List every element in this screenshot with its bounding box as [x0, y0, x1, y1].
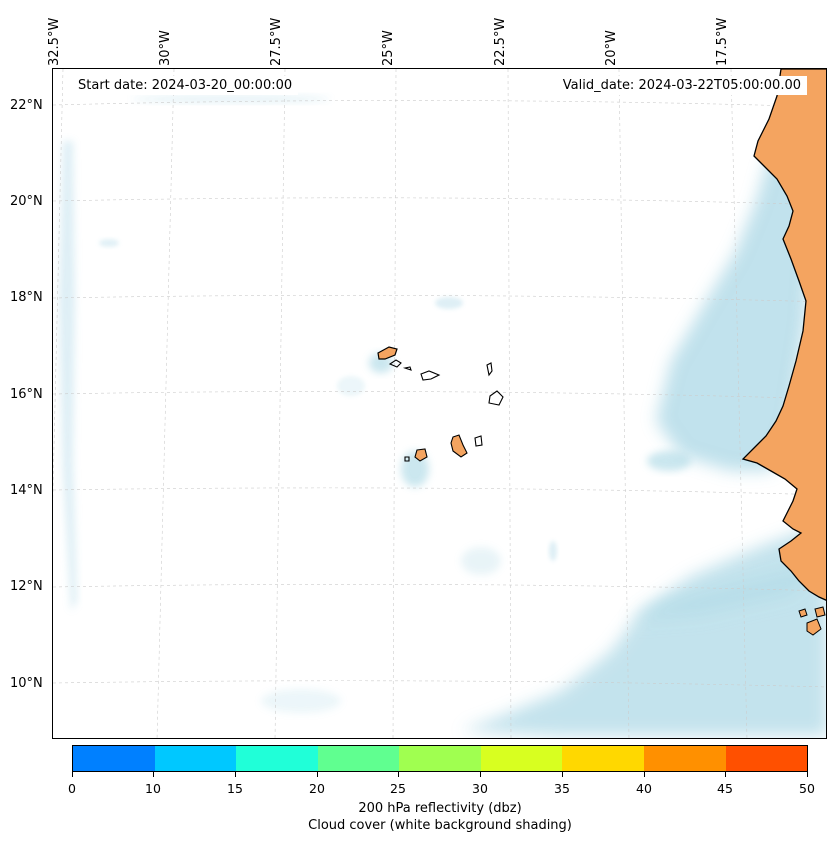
lat-label-20n: 20°N: [10, 194, 43, 209]
colorbar-segment-4: [399, 746, 481, 771]
colorbar-subtitle: Cloud cover (white background shading): [308, 818, 572, 833]
colorbar-segment-1: [154, 746, 237, 771]
colorbar-tick-label: 40: [636, 781, 652, 796]
valid-date-label: Valid_date: 2024-03-22T05:00:00.00: [556, 76, 807, 95]
colorbar-tick: [317, 772, 318, 777]
island-sal: [486, 362, 493, 377]
lon-label-17-5w: 17.5°W: [715, 17, 730, 66]
gridline-lon-20: [618, 69, 630, 738]
colorbar-segment-0: [73, 746, 155, 771]
colorbar-tick-label: 20: [309, 781, 325, 796]
start-date-label: Start date: 2024-03-20_00:00:00: [72, 76, 299, 95]
colorbar-tick: [644, 772, 645, 777]
lon-label-25w: 25°W: [381, 30, 396, 66]
lon-label-22-5w: 22.5°W: [493, 17, 508, 66]
gridline-lat-14: [53, 487, 826, 496]
cloud-patch-sw: [261, 689, 341, 713]
africa-landmass: [741, 69, 826, 601]
gridline-lat-22: [53, 100, 826, 108]
cloud-southern-band: [461, 521, 826, 736]
colorbar-segment-3: [317, 746, 400, 771]
lat-label-22n: 22°N: [10, 98, 43, 113]
cloud-patch-mid: [461, 547, 501, 575]
colorbar-tick-label: 35: [554, 781, 570, 796]
gridline-lon-22-5: [507, 69, 512, 738]
gridline-lon-25: [392, 69, 397, 738]
island-fogo: [414, 448, 428, 462]
colorbar-segment-6: [562, 746, 644, 771]
bijagos-island-1: [806, 618, 822, 636]
gridline-lat-18: [53, 294, 826, 303]
island-santa-luzia: [402, 366, 412, 371]
map-panel: [52, 68, 827, 739]
cloud-cover-layer: [59, 95, 826, 736]
gridline-lat-20: [53, 197, 826, 206]
island-boa-vista: [488, 390, 504, 406]
colorbar-segment-5: [480, 746, 563, 771]
colorbar-tick: [153, 772, 154, 777]
colorbar-tick-label: 45: [717, 781, 733, 796]
gridline-lon-30: [156, 69, 175, 738]
colorbar-tick: [398, 772, 399, 777]
colorbar-tick-label: 25: [390, 781, 406, 796]
gridline-lat-10: [53, 680, 826, 688]
colorbar-tick-label: 0: [68, 781, 76, 796]
cloud-patch-small-1: [99, 239, 119, 247]
colorbar-segment-8: [725, 746, 808, 771]
cloud-patch-small-3: [337, 376, 365, 396]
colorbar-tick: [480, 772, 481, 777]
island-santiago: [450, 434, 468, 458]
colorbar-tick: [235, 772, 236, 777]
cloud-patch-top: [131, 95, 331, 103]
colorbar-tick: [725, 772, 726, 777]
colorbar-tick-label: 10: [145, 781, 161, 796]
cloud-patch-north: [435, 297, 463, 309]
gridline-lat-16: [53, 391, 826, 400]
bijagos-island-2: [814, 606, 826, 618]
colorbar-segment-2: [236, 746, 318, 771]
island-brava: [404, 456, 410, 462]
colorbar-tick: [807, 772, 808, 777]
colorbar-segment-7: [643, 746, 726, 771]
lat-label-10n: 10°N: [10, 676, 43, 691]
colorbar-title: 200 hPa reflectivity (dbz): [358, 801, 522, 816]
cloud-patch-small-2: [549, 541, 557, 561]
gridline-lat-12: [53, 583, 826, 592]
island-maio: [474, 435, 483, 447]
colorbar-tick: [72, 772, 73, 777]
lon-label-32-5w: 32.5°W: [47, 17, 62, 66]
colorbar-tick-label: 50: [799, 781, 815, 796]
island-sao-nicolau: [420, 370, 441, 381]
lat-label-18n: 18°N: [10, 290, 43, 305]
colorbar-tick-label: 30: [472, 781, 488, 796]
map-canvas: [53, 69, 826, 738]
lat-label-14n: 14°N: [10, 483, 43, 498]
gridline-lon-17-5: [730, 69, 748, 738]
island-sao-vicente: [388, 359, 402, 368]
colorbar: [72, 745, 808, 772]
lon-label-27-5w: 27.5°W: [269, 17, 284, 66]
gridline-lon-27-5: [274, 69, 286, 738]
lat-label-16n: 16°N: [10, 387, 43, 402]
colorbar-tick-label: 15: [227, 781, 243, 796]
bijagos-island-3: [798, 608, 808, 618]
lon-label-20w: 20°W: [604, 30, 619, 66]
cloud-patch-east: [647, 451, 691, 471]
cloud-west-edge: [59, 141, 77, 611]
island-santo-antao: [377, 346, 398, 360]
gridlines: [53, 69, 826, 738]
colorbar-tick: [562, 772, 563, 777]
cloud-streak-1: [631, 561, 826, 621]
lon-label-30w: 30°W: [158, 30, 173, 66]
lat-label-12n: 12°N: [10, 579, 43, 594]
